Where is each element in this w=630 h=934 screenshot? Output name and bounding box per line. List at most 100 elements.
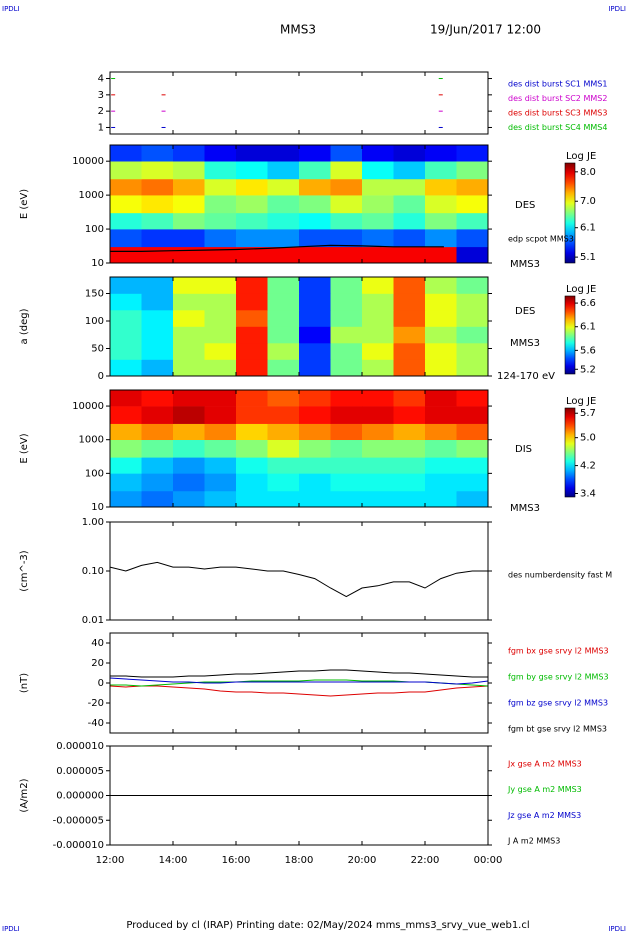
heatmap-cell: [141, 359, 174, 377]
y-tick-label: 3: [98, 90, 104, 101]
y-axis-label: E (eV): [19, 433, 30, 463]
heatmap-cell: [456, 343, 489, 360]
heatmap-cell: [236, 161, 268, 180]
heatmap-cell: [204, 439, 237, 458]
side-label: DES: [515, 306, 535, 317]
heatmap-cell: [110, 390, 142, 407]
heatmap-cell: [267, 326, 300, 344]
y-tick-label: 1000: [79, 435, 104, 446]
heatmap-cell: [393, 390, 426, 407]
y-axis-label: (nT): [19, 673, 30, 693]
heatmap-cell: [330, 326, 363, 344]
heatmap-cell: [173, 161, 205, 180]
side-label: DIS: [515, 444, 532, 455]
heatmap-cell: [330, 406, 363, 424]
heatmap-cell: [236, 490, 268, 508]
colorbar-tick-label: 5.1: [580, 252, 596, 263]
legend-entry: des numberdensity fast M: [508, 571, 612, 580]
heatmap-cell: [330, 310, 363, 327]
y-tick-label: 50: [91, 344, 104, 355]
y-axis-label: (A/m2): [19, 778, 30, 812]
colorbar-tick-label: 6.1: [580, 322, 596, 333]
heatmap-cell: [362, 359, 394, 377]
y-tick-label: 0: [98, 371, 104, 382]
heatmap-cell: [299, 161, 331, 180]
y-tick-label: 0.01: [82, 615, 104, 626]
heatmap-cell: [299, 490, 331, 508]
corner-label: IPDLI: [2, 925, 20, 933]
heatmap-cell: [236, 457, 268, 474]
heatmap-cell: [236, 406, 268, 424]
heatmap-cell: [236, 359, 268, 377]
legend-entry: des dist burst SC2 MMS2: [508, 94, 607, 103]
heatmap-cell: [330, 390, 363, 407]
heatmap-cell: [393, 343, 426, 360]
heatmap-cell: [110, 212, 142, 230]
heatmap-cell: [299, 246, 331, 264]
heatmap-cell: [393, 246, 426, 264]
y-tick-label: 10: [91, 258, 104, 269]
x-tick-label: 22:00: [411, 855, 440, 866]
heatmap-cell: [362, 473, 394, 492]
heatmap-cell: [299, 343, 331, 360]
heatmap-cell: [204, 490, 237, 508]
legend-entry: des dist burst SC1 MMS1: [508, 80, 607, 89]
heatmap-cell: [456, 457, 489, 474]
y-tick-label: -0.000005: [53, 815, 104, 826]
colorbar: [564, 295, 576, 375]
heatmap-cell: [362, 390, 394, 407]
heatmap-cell: [425, 145, 457, 162]
heatmap-cell: [267, 490, 300, 508]
side-label: 124-170 eV: [497, 371, 555, 382]
heatmap-cell: [299, 145, 331, 162]
y-tick-label: 100: [85, 468, 104, 479]
footer: Produced by cl (IRAP) Printing date: 02/…: [126, 920, 529, 931]
heatmap-cell: [330, 161, 363, 180]
heatmap-cell: [425, 277, 457, 294]
heatmap-cell: [393, 457, 426, 474]
legend-entry: fgm bx gse srvy l2 MMS3: [508, 647, 609, 656]
heatmap-cell: [456, 390, 489, 407]
heatmap-cell: [362, 326, 394, 344]
heatmap-cell: [236, 473, 268, 492]
heatmap-cell: [299, 310, 331, 327]
heatmap-cell: [141, 423, 174, 441]
colorbar-tick-label: 5.6: [580, 345, 596, 356]
heatmap-cell: [141, 145, 174, 162]
heatmap-cell: [267, 293, 300, 311]
colorbar-title: Log JE: [566, 151, 596, 162]
heatmap-cell: [393, 326, 426, 344]
heatmap-cell: [425, 246, 457, 264]
panel: fgm bx gse srvy l2 MMS3 fgm by gse srvy l…: [19, 632, 609, 734]
side-label: MMS3: [510, 259, 540, 270]
heatmap-cell: [110, 343, 142, 360]
heatmap-cell: [456, 212, 489, 230]
colorbar-tick-label: 5.0: [580, 433, 596, 444]
series-line: [110, 679, 489, 687]
y-tick-label: 1: [98, 122, 104, 133]
heatmap-cell: [362, 423, 394, 441]
line-label: edp scpot MMS3: [508, 235, 574, 244]
heatmap-cell: [267, 195, 300, 214]
heatmap-cell: [267, 212, 300, 230]
heatmap-cell: [393, 178, 426, 196]
heatmap-cell: [141, 212, 174, 230]
heatmap-cell: [204, 457, 237, 474]
heatmap-cell: [456, 326, 489, 344]
heatmap-cell: [393, 277, 426, 294]
heatmap-cell: [299, 326, 331, 344]
heatmap-cell: [204, 326, 237, 344]
heatmap-cell: [236, 293, 268, 311]
y-tick-label: 10: [91, 502, 104, 513]
heatmap-cell: [141, 310, 174, 327]
heatmap-cell: [456, 423, 489, 441]
heatmap-cell: [425, 293, 457, 311]
heatmap-cell: [330, 178, 363, 196]
heatmap-cell: [204, 390, 237, 407]
colorbar-title: Log JE: [566, 396, 596, 407]
heatmap-cell: [330, 212, 363, 230]
x-tick-label: 18:00: [285, 855, 314, 866]
x-tick-label: 00:00: [474, 855, 503, 866]
corner-label: IPDLI: [608, 925, 626, 933]
series-line: [109, 685, 489, 697]
